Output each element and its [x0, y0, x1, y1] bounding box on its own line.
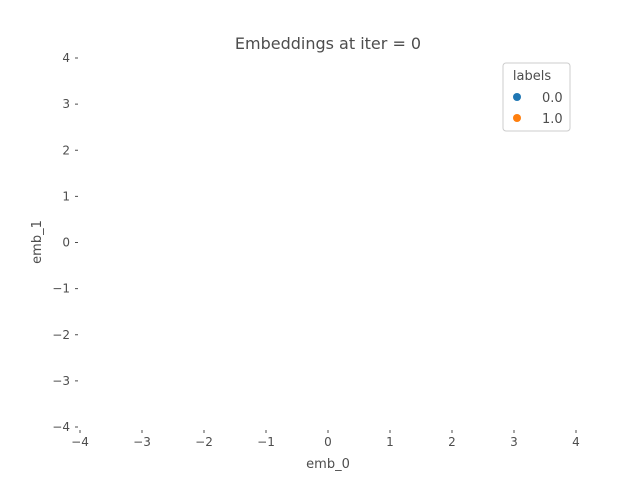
- x-tick-label: −2: [195, 435, 213, 449]
- legend-entries: 0.01.0: [513, 91, 563, 127]
- x-tick-label: −4: [71, 435, 89, 449]
- x-tick-label: 3: [510, 435, 518, 449]
- legend-box: [502, 62, 571, 132]
- x-tick-label: 0: [324, 435, 332, 449]
- y-tick-label: −1: [52, 282, 70, 296]
- y-tick-label: 1: [62, 189, 70, 203]
- x-tick-label: −3: [133, 435, 151, 449]
- y-axis-label: emb_1: [30, 220, 45, 264]
- legend-label: 1.0: [542, 112, 563, 127]
- legend: labels 0.01.0: [502, 62, 571, 132]
- x-tick-label: 2: [448, 435, 456, 449]
- y-tick-label: 0: [62, 236, 70, 250]
- legend-marker: [513, 93, 521, 101]
- x-axis-ticks: −4 −3 −2 −1 0 1 2 3 4: [71, 430, 580, 449]
- legend-label: 0.0: [542, 91, 563, 106]
- y-tick-label: 2: [62, 143, 70, 157]
- y-tick-label: 4: [62, 51, 70, 65]
- x-tick-label: 1: [386, 435, 394, 449]
- x-axis-label: emb_0: [306, 457, 350, 472]
- y-axis-ticks: 4 3 2 1 0 −1 −2 −3 −4: [52, 51, 78, 434]
- y-tick-label: −4: [52, 420, 70, 434]
- y-tick-label: 3: [62, 97, 70, 111]
- legend-title: labels: [513, 69, 551, 84]
- y-tick-label: −2: [52, 328, 70, 342]
- y-tick-label: −3: [52, 374, 70, 388]
- legend-marker: [513, 114, 521, 122]
- x-tick-label: 4: [572, 435, 580, 449]
- x-tick-label: −1: [257, 435, 275, 449]
- chart-title: Embeddings at iter = 0: [235, 34, 421, 53]
